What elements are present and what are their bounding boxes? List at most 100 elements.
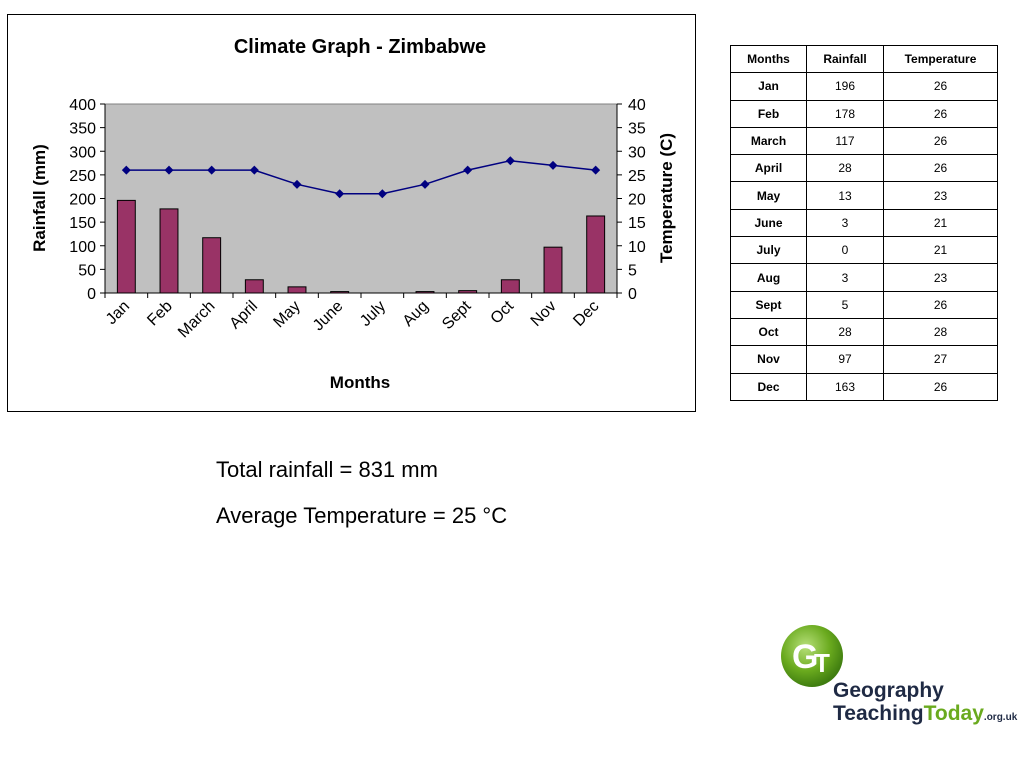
geography-teaching-today-logo: G T Geography TeachingToday.org.uk bbox=[778, 622, 1018, 734]
y-left-tick-label: 0 bbox=[87, 286, 96, 303]
temperature-point bbox=[164, 165, 174, 175]
x-tick-label: Oct bbox=[488, 297, 518, 327]
table-row: July 0 21 bbox=[730, 236, 998, 265]
table-header-rainfall: Rainfall bbox=[806, 44, 884, 74]
table-cell-temperature: 23 bbox=[883, 181, 998, 210]
table-cell-temperature: 26 bbox=[883, 72, 998, 101]
temperature-point bbox=[591, 165, 601, 175]
svg-text:T: T bbox=[814, 648, 830, 678]
table-header-row: Months Rainfall Temperature bbox=[730, 44, 998, 74]
climate-data-table: Months Rainfall Temperature Jan 196 26 Feb 1… bbox=[730, 44, 998, 401]
rainfall-bar bbox=[244, 279, 264, 294]
table-cell-rainfall: 196 bbox=[806, 72, 884, 101]
y-right-tick-label: 35 bbox=[628, 121, 646, 138]
x-tick-label: May bbox=[270, 298, 303, 331]
temperature-point bbox=[335, 189, 345, 199]
table-cell-rainfall: 0 bbox=[806, 236, 884, 265]
average-temperature-text: Average Temperature = 25 °C bbox=[216, 503, 508, 528]
x-tick-label: March bbox=[175, 298, 218, 341]
table-cell-temperature: 26 bbox=[883, 126, 998, 156]
x-tick-label: Nov bbox=[528, 298, 560, 330]
y-left-tick-label: 350 bbox=[69, 121, 96, 138]
temperature-point bbox=[548, 160, 558, 170]
x-tick-label: Jan bbox=[103, 298, 133, 328]
rainfall-bar bbox=[500, 279, 520, 294]
table-cell-month: June bbox=[730, 208, 807, 238]
table-cell-month: April bbox=[730, 154, 807, 183]
table-cell-rainfall: 117 bbox=[806, 126, 884, 156]
table-cell-month: Oct bbox=[730, 317, 807, 347]
table-row: Feb 178 26 bbox=[730, 99, 998, 128]
temperature-point bbox=[121, 165, 131, 175]
table-cell-temperature: 21 bbox=[883, 208, 998, 238]
rainfall-bar bbox=[287, 286, 307, 294]
table-cell-month: July bbox=[730, 236, 807, 265]
table-cell-month: Sept bbox=[730, 290, 807, 319]
table-cell-temperature: 28 bbox=[883, 317, 998, 347]
y-axis-left-title: Rainfall (mm) bbox=[30, 144, 49, 252]
y-right-tick-label: 0 bbox=[628, 286, 637, 303]
table-cell-month: March bbox=[730, 126, 807, 156]
table-row: April 28 26 bbox=[730, 154, 998, 183]
x-axis-title: Months bbox=[330, 373, 390, 392]
table-cell-temperature: 27 bbox=[883, 345, 998, 374]
table-row: Jan 196 26 bbox=[730, 72, 998, 101]
table-cell-temperature: 21 bbox=[883, 236, 998, 265]
table-header-months: Months bbox=[730, 44, 807, 74]
y-right-tick-label: 40 bbox=[628, 97, 646, 114]
logo-domain: .org.uk bbox=[983, 712, 1018, 723]
table-cell-rainfall: 13 bbox=[806, 181, 884, 210]
temperature-point bbox=[207, 165, 217, 175]
x-tick-label: Dec bbox=[570, 298, 602, 330]
rainfall-bar bbox=[543, 246, 563, 294]
table-cell-month: Dec bbox=[730, 372, 807, 401]
logo-line-teaching-today: TeachingToday.org.uk bbox=[833, 702, 1017, 726]
chart-title: Climate Graph - Zimbabwe bbox=[234, 36, 486, 58]
y-left-tick-label: 250 bbox=[69, 168, 96, 185]
y-left-tick-label: 400 bbox=[69, 97, 96, 114]
y-axis-right-title: Temperature (C) bbox=[657, 133, 676, 263]
temperature-point bbox=[463, 165, 473, 175]
y-left-tick-label: 300 bbox=[69, 144, 96, 161]
temperature-line bbox=[126, 159, 596, 195]
rainfall-bar bbox=[586, 215, 606, 294]
table-cell-rainfall: 28 bbox=[806, 317, 884, 347]
table-cell-temperature: 26 bbox=[883, 372, 998, 401]
gt-logo-icon: G T bbox=[781, 625, 843, 687]
rainfall-bar bbox=[330, 291, 350, 294]
table-row: June 3 21 bbox=[730, 208, 998, 238]
temperature-point bbox=[292, 179, 302, 189]
y-right-tick-label: 15 bbox=[628, 215, 646, 232]
table-cell-rainfall: 3 bbox=[806, 208, 884, 238]
y-left-tick-label: 200 bbox=[69, 192, 96, 209]
table-cell-rainfall: 5 bbox=[806, 290, 884, 319]
table-cell-month: Feb bbox=[730, 99, 807, 128]
table-row: Nov 97 27 bbox=[730, 345, 998, 374]
table-cell-temperature: 23 bbox=[883, 263, 998, 292]
table-row: May 13 23 bbox=[730, 181, 998, 210]
climate-chart: Climate Graph - Zimbabwe0501001502002503… bbox=[30, 36, 676, 392]
logo-line-geography: Geography bbox=[833, 679, 944, 702]
temperature-point bbox=[249, 165, 259, 175]
table-cell-rainfall: 28 bbox=[806, 154, 884, 183]
logo-word-teaching: Teaching bbox=[833, 702, 924, 725]
table-row: Sept 5 26 bbox=[730, 290, 998, 319]
y-right-tick-label: 20 bbox=[628, 192, 646, 209]
table-cell-month: Aug bbox=[730, 263, 807, 292]
svg-text:G: G bbox=[792, 638, 818, 676]
x-tick-label: Feb bbox=[144, 298, 176, 330]
table-cell-temperature: 26 bbox=[883, 290, 998, 319]
y-right-tick-label: 10 bbox=[628, 239, 646, 256]
x-tick-label: June bbox=[310, 298, 347, 335]
y-right-tick-label: 5 bbox=[628, 262, 637, 279]
y-left-tick-label: 150 bbox=[69, 215, 96, 232]
y-left-tick-label: 50 bbox=[78, 262, 96, 279]
temperature-point bbox=[420, 179, 430, 189]
table-row: Aug 3 23 bbox=[730, 263, 998, 292]
table-cell-month: Jan bbox=[730, 72, 807, 101]
y-right-tick-label: 25 bbox=[628, 168, 646, 185]
table-cell-rainfall: 178 bbox=[806, 99, 884, 128]
rainfall-bar bbox=[415, 291, 435, 294]
rainfall-bar bbox=[159, 208, 179, 294]
x-tick-label: April bbox=[227, 298, 262, 333]
